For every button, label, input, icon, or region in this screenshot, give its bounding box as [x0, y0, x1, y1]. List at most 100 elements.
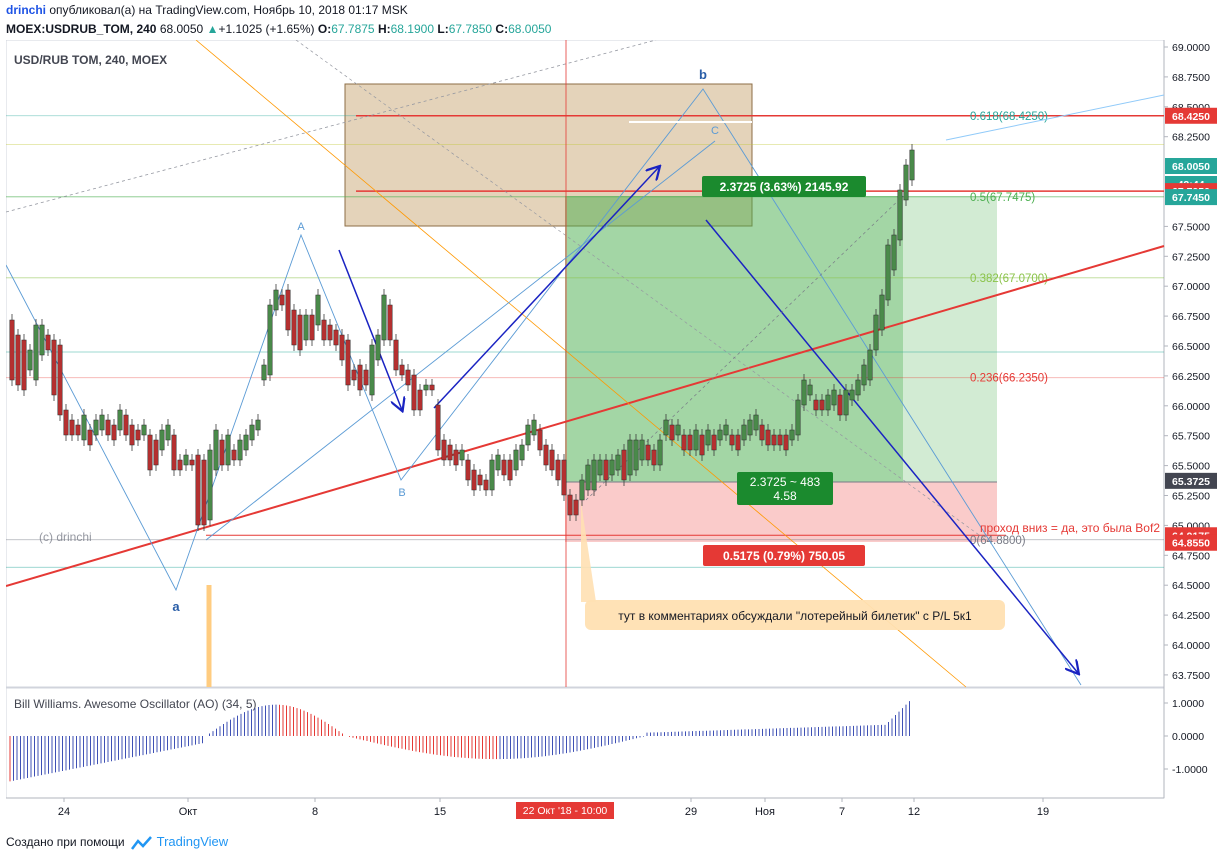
profit-zone: [565, 196, 997, 482]
price-tick-label: 66.7500: [1172, 311, 1210, 323]
candle-body: [837, 394, 843, 416]
candle-body: [399, 364, 405, 376]
candle-body: [375, 334, 381, 361]
candle-body: [279, 294, 285, 306]
candle-body: [303, 314, 309, 341]
candle-body: [525, 424, 531, 446]
candle-body: [777, 434, 783, 446]
candle-body: [195, 454, 201, 526]
candle-body: [603, 459, 609, 481]
candle-body: [693, 429, 699, 451]
candle-body: [549, 449, 555, 471]
candle-body: [201, 459, 207, 526]
time-tick-label: 24: [58, 806, 70, 818]
candle-body: [27, 349, 33, 371]
candle-body: [405, 369, 411, 386]
candle-body: [63, 409, 69, 436]
price-tag-bg: [1165, 189, 1217, 206]
candle-body: [357, 364, 363, 391]
candle-body: [243, 434, 249, 451]
tradingview-link[interactable]: TradingView: [156, 834, 229, 849]
candle-body: [771, 434, 777, 446]
candle-body: [381, 294, 387, 341]
symbol-label: MOEX:USDRUB_TOM, 240: [6, 22, 157, 36]
down-arrow-small: [338, 249, 402, 410]
author-name[interactable]: drinchi: [6, 3, 47, 17]
candle-body: [225, 434, 231, 466]
candle-body: [423, 384, 429, 391]
candle-body: [177, 459, 183, 471]
candle-body: [321, 319, 327, 341]
candle-body: [171, 434, 177, 471]
candle-body: [579, 479, 585, 501]
candle-body: [909, 149, 915, 181]
candle-body: [789, 429, 795, 441]
candle-body: [471, 469, 477, 491]
candle-body: [459, 449, 465, 461]
candle-body: [465, 459, 471, 481]
candle-body: [213, 429, 219, 471]
candle-body: [315, 294, 321, 326]
candle-body: [291, 309, 297, 346]
ao-tick-label: 0.0000: [1172, 731, 1204, 743]
candle-body: [477, 474, 483, 486]
chart-area[interactable]: 69.000068.750068.500068.250067.500067.25…: [5, 39, 1217, 824]
close-label: C:: [495, 22, 509, 36]
candle-body: [735, 434, 741, 451]
ao-tick-label: 1.0000: [1172, 698, 1204, 710]
open-value: 67.7875: [331, 22, 375, 36]
price-tick-label: 65.7500: [1172, 431, 1210, 443]
footer: Создано при помощи TradingView: [6, 834, 228, 850]
light-blue-ray: [945, 94, 1165, 141]
candle-body: [627, 439, 633, 476]
candle-body: [327, 324, 333, 341]
wave-label: b: [699, 67, 707, 82]
high-value: 68.1900: [390, 22, 435, 36]
price-tick-label: 65.2500: [1172, 491, 1210, 503]
candle-body: [333, 329, 339, 346]
symbol-ohlc-line: MOEX:USDRUB_TOM, 240 68.0050 ▲+1.1025 (+…: [6, 22, 551, 37]
center-label-bg: [737, 472, 833, 505]
candle-body: [519, 444, 525, 461]
candle-body: [591, 459, 597, 491]
candle-body: [885, 244, 891, 301]
price-tick-label: 64.7500: [1172, 550, 1210, 562]
candle-body: [87, 429, 93, 446]
annotation-lottery: тут в комментариях обсуждали "лотерейный…: [618, 609, 972, 623]
chart-title: USD/RUB TOM, 240, MOEX: [14, 53, 167, 67]
candle-body: [39, 324, 45, 356]
candle-body: [9, 319, 15, 381]
price-tick-label: 66.2500: [1172, 371, 1210, 383]
candle-body: [369, 344, 375, 396]
price-tag-bg: [1165, 472, 1217, 489]
price-tick-label: 67.5000: [1172, 221, 1210, 233]
candle-body: [393, 339, 399, 371]
time-tick-label: 29: [685, 806, 697, 818]
price-tag-label: 68.4250: [1172, 111, 1210, 123]
close-value: 68.0050: [508, 22, 552, 36]
high-label: H:: [377, 22, 391, 36]
candle-body: [267, 304, 273, 376]
candle-body: [513, 449, 519, 471]
candle-body: [651, 449, 657, 466]
price-tick-label: 68.2500: [1172, 132, 1210, 144]
callout-box: [585, 600, 1005, 630]
candle-body: [903, 164, 909, 201]
candle-body: [261, 364, 267, 381]
wave-channel: [205, 140, 716, 541]
candle-body: [495, 454, 501, 471]
candle-body: [153, 439, 159, 466]
callout-pointer: [581, 502, 596, 602]
candle-body: [447, 444, 453, 461]
price-tick-label: 65.5000: [1172, 461, 1210, 473]
candle-body: [747, 419, 753, 436]
candle-body: [255, 419, 261, 431]
candle-body: [855, 379, 861, 396]
tradingview-logo-icon: [130, 835, 152, 850]
created-with-text: Создано при помощи: [6, 835, 125, 849]
chart-svg[interactable]: 69.000068.750068.500068.250067.500067.25…: [5, 39, 1217, 824]
candle-body: [573, 499, 579, 516]
candle-body: [849, 389, 855, 401]
candle-body: [489, 459, 495, 491]
resistance-box: [344, 83, 753, 227]
